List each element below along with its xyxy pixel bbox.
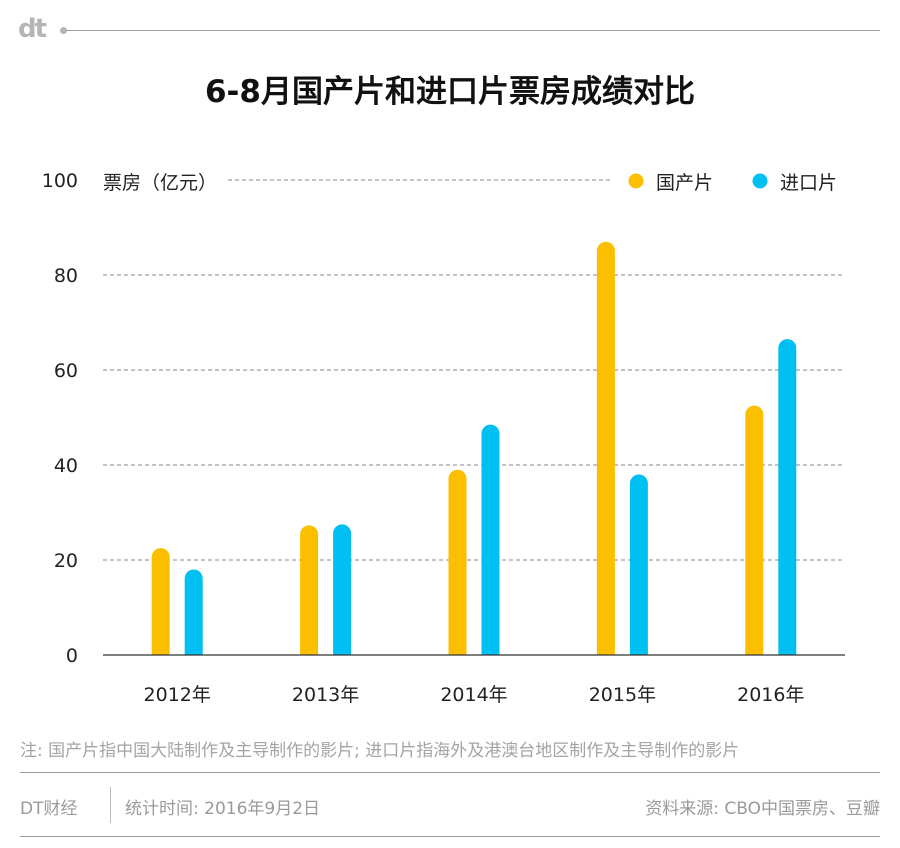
bar-imported [481, 424, 500, 655]
brand-label: DT财经 [20, 799, 78, 819]
bar-imported [629, 474, 648, 655]
legend: 国产片 进口片 [628, 172, 837, 194]
logo-dot [60, 27, 67, 34]
legend-swatch [628, 173, 644, 189]
bar-domestic [300, 525, 319, 655]
x-tick-label: 2015年 [589, 684, 656, 706]
x-tick-label: 2016年 [737, 684, 804, 706]
header-divider [66, 30, 880, 31]
bar-domestic [151, 548, 170, 655]
bars [151, 241, 797, 655]
legend-label: 进口片 [780, 172, 837, 194]
bar-domestic [448, 469, 467, 655]
y-tick-label: 80 [54, 265, 78, 287]
bar-imported [778, 339, 797, 655]
bar-imported [333, 524, 352, 655]
x-tick-labels: 2012年 2013年 2014年 2015年 2016年 [144, 684, 805, 706]
y-tick-label: 20 [54, 550, 78, 572]
gridlines [103, 179, 845, 561]
y-tick-label: 0 [66, 645, 78, 667]
footer-separator [110, 787, 111, 823]
y-tick-label: 100 [42, 170, 78, 192]
y-tick-label: 40 [54, 455, 78, 477]
dt-logo: dt [18, 14, 47, 44]
x-tick-label: 2013年 [292, 684, 359, 706]
legend-label: 国产片 [656, 172, 713, 194]
x-tick-label: 2012年 [144, 684, 211, 706]
chart-title: 6-8月国产片和进口片票房成绩对比 [204, 74, 695, 110]
y-axis-label: 票房（亿元） [103, 172, 217, 194]
data-source: 资料来源: CBO中国票房、豆瓣 [645, 799, 880, 819]
legend-swatch [752, 173, 768, 189]
bar-domestic [745, 405, 764, 655]
footnote: 注: 国产片指中国大陆制作及主导制作的影片; 进口片指海外及港澳台地区制作及主导… [20, 741, 740, 761]
footer-rule-top [20, 772, 880, 773]
bar-domestic [596, 241, 615, 655]
stat-date: 统计时间: 2016年9月2日 [125, 799, 321, 819]
bar-imported [184, 569, 203, 655]
x-tick-label: 2014年 [440, 684, 507, 706]
footer-rule-bottom [20, 836, 880, 837]
y-tick-labels: 0 20 40 60 80 100 [42, 170, 78, 667]
y-tick-label: 60 [54, 360, 78, 382]
